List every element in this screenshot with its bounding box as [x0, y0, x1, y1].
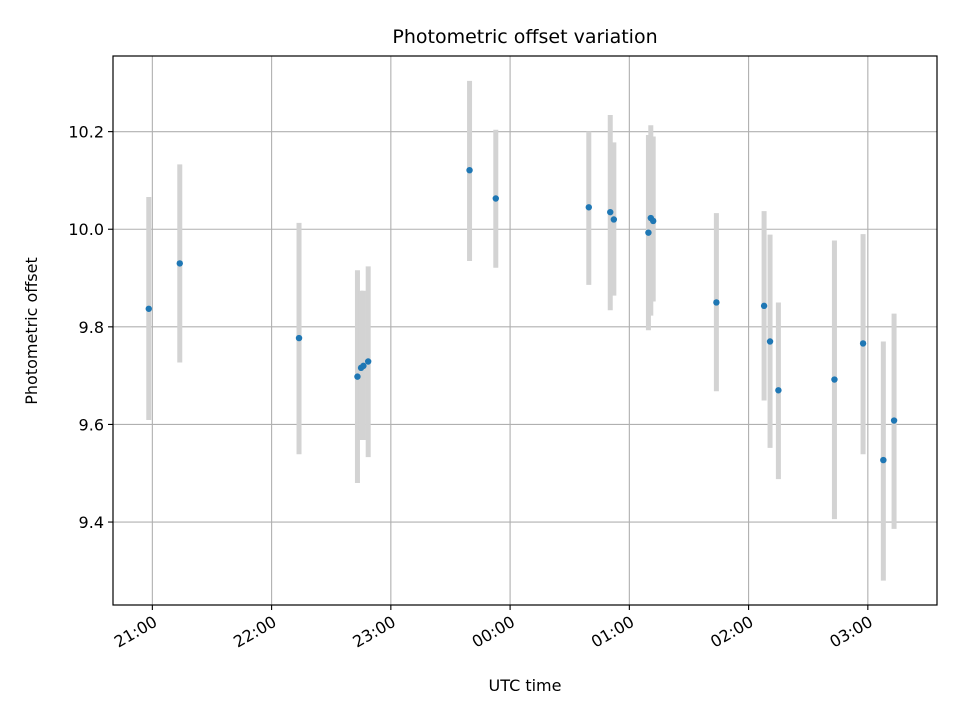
- data-point: [645, 229, 652, 236]
- data-point: [295, 334, 303, 342]
- y-tick-label: 10.2: [68, 123, 104, 142]
- data-point: [831, 376, 838, 383]
- data-point: [775, 387, 782, 394]
- y-tick-label: 9.6: [79, 415, 104, 434]
- data-point: [176, 260, 183, 267]
- grid: [113, 56, 937, 605]
- data-point: [880, 456, 887, 464]
- data-point: [766, 338, 774, 345]
- data-point: [360, 362, 367, 370]
- data-point: [760, 302, 768, 310]
- data-point: [585, 204, 592, 211]
- chart-title: Photometric offset variation: [392, 26, 657, 48]
- data-point: [354, 373, 361, 380]
- data-point: [145, 305, 152, 312]
- data-point: [364, 358, 372, 365]
- data-point: [466, 166, 473, 174]
- plot-frame: [112, 55, 938, 606]
- data-point: [713, 299, 720, 306]
- data-points: [145, 166, 898, 464]
- y-tick-label: 10.0: [68, 220, 104, 239]
- x-axis-label: UTC time: [489, 676, 562, 695]
- y-tick-label: 9.8: [79, 318, 104, 337]
- y-tick-label: 9.4: [79, 513, 104, 532]
- data-point: [890, 417, 898, 424]
- data-point: [649, 217, 657, 225]
- data-point: [607, 208, 614, 216]
- data-point: [610, 216, 618, 223]
- y-axis-label: Photometric offset: [22, 257, 41, 405]
- data-point: [492, 195, 499, 202]
- data-point: [859, 340, 867, 347]
